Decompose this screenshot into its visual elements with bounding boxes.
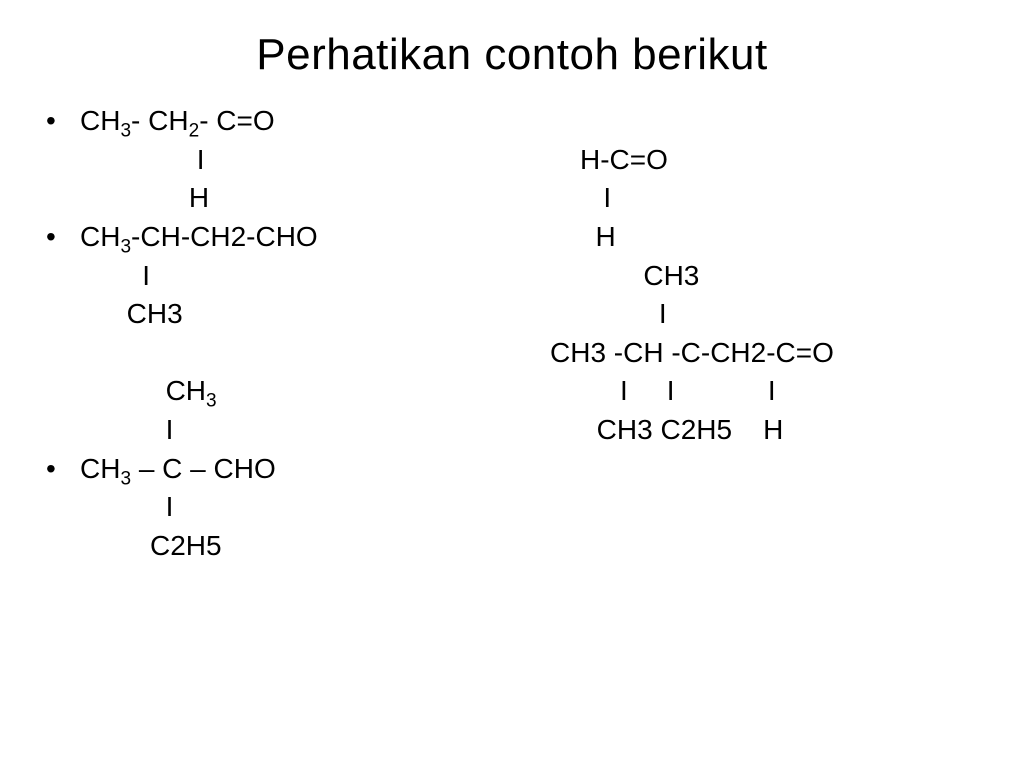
formula-2: CH3-CH-CH2-CHO I CH3 [80, 218, 318, 334]
formula-2-line-3: CH3 [80, 295, 318, 334]
formula-2-line-2: I [80, 257, 318, 296]
bullet-item-1: • CH3- CH2- C=O I H [40, 102, 510, 218]
formula-3-pre-2: I [80, 411, 510, 450]
formula-4: H-C=O I H [520, 141, 984, 257]
formula-3-line-2: I [80, 488, 276, 527]
formula-5: CH3 I CH3 -CH -C-CH2-C=O I I I CH3 C2H5 … [520, 257, 984, 450]
right-column: H-C=O I H CH3 I CH3 -CH -C-CH2-C=O I I I… [510, 102, 984, 450]
formula-3-line-1: CH3 – C – CHO [80, 450, 276, 489]
page-title: Perhatikan contoh berikut [40, 30, 984, 80]
formula-5-line-2: I [550, 295, 984, 334]
bullet-item-3: • CH3 – C – CHO I C2H5 [40, 450, 510, 566]
formula-3-pre-1: CH3 [80, 372, 510, 411]
bullet-icon: • [40, 218, 80, 257]
slide: Perhatikan contoh berikut • CH3- CH2- C=… [0, 0, 1024, 768]
bullet-icon: • [40, 102, 80, 141]
formula-5-line-4: I I I [550, 372, 984, 411]
formula-2-line-1: CH3-CH-CH2-CHO [80, 218, 318, 257]
bullet-icon: • [40, 450, 80, 489]
formula-3-line-3: C2H5 [80, 527, 276, 566]
left-column: • CH3- CH2- C=O I H • CH3-CH-CH2-CHO I C [40, 102, 510, 566]
formula-5-line-5: CH3 C2H5 H [550, 411, 984, 450]
content-columns: • CH3- CH2- C=O I H • CH3-CH-CH2-CHO I C [40, 102, 984, 566]
formula-4-line-1: H-C=O [580, 141, 984, 180]
formula-5-line-1: CH3 [550, 257, 984, 296]
spacer [520, 102, 984, 141]
formula-3-prefix: CH3 I [40, 372, 510, 449]
formula-3: CH3 – C – CHO I C2H5 [80, 450, 276, 566]
spacer [40, 334, 510, 373]
formula-1-line-3: H [80, 179, 275, 218]
formula-1: CH3- CH2- C=O I H [80, 102, 275, 218]
formula-1-line-1: CH3- CH2- C=O [80, 102, 275, 141]
formula-4-line-3: H [580, 218, 984, 257]
bullet-item-2: • CH3-CH-CH2-CHO I CH3 [40, 218, 510, 334]
formula-1-line-2: I [80, 141, 275, 180]
formula-5-line-3: CH3 -CH -C-CH2-C=O [550, 334, 984, 373]
formula-4-line-2: I [580, 179, 984, 218]
